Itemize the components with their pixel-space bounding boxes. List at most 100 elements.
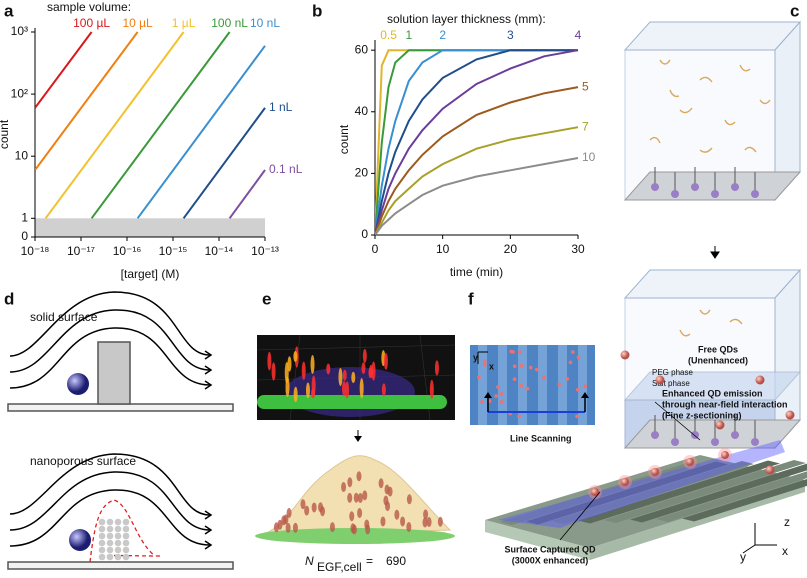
dot [542,375,546,380]
ridge [682,479,807,522]
dot [494,394,498,398]
callout: (Unenhanced) [688,355,748,365]
cell-count: 690 [386,554,406,568]
receptor [329,522,335,533]
series-label: 5 [582,79,589,93]
spot [368,367,373,379]
spot [293,351,298,362]
spot [271,362,276,381]
free-qd [620,350,630,360]
x-axis-label: [target] (M) [121,267,180,281]
stripe [498,345,507,425]
pore [98,518,106,526]
spot [310,355,315,374]
series-label: 2 [439,28,446,42]
x-tick-label: 30 [571,242,585,256]
dot [512,377,517,381]
pore [106,518,114,526]
pore [106,539,114,547]
porous-pillar [98,518,130,561]
series-line [375,126,579,235]
series-line [182,107,266,219]
spot [338,367,343,387]
y-tick-label: 0 [21,229,28,243]
dot [483,362,487,367]
spot [371,361,376,381]
pore [106,532,114,540]
receptor [378,478,384,489]
pore [114,553,122,561]
dot [480,400,484,404]
x-tick-label: 0 [372,242,379,256]
ridge [578,460,780,524]
spot [342,369,347,381]
series-line [375,86,579,235]
phase-label: PEG phase [652,368,693,377]
receptor [304,505,310,516]
dot [512,364,517,369]
captured-qd [686,458,694,466]
series-line [375,49,578,235]
spot [341,380,346,397]
dot [575,414,579,419]
receptor [281,515,287,526]
stripe [538,345,547,425]
series-line [90,31,231,219]
y-tick-label: 20 [355,166,369,180]
dot [499,392,504,396]
spot [381,383,386,397]
y-tick-label: 1 [21,210,28,224]
callout: through near-field interaction [662,399,788,409]
receptor [286,507,292,518]
panel-label: e [262,289,271,308]
receptor [349,511,355,522]
captured-qd [721,451,729,459]
qd-illustration [470,345,807,560]
pore [122,518,130,526]
receptor [362,490,368,501]
pore [114,525,122,533]
receptor [341,482,347,493]
stripe [578,345,587,425]
pore [114,518,122,526]
callout-line [559,401,701,541]
panel-label: b [312,1,322,20]
series-line [136,45,266,219]
receptor [285,522,291,533]
spot [434,360,439,376]
spot [359,378,364,399]
pore [122,553,130,561]
free-qd [765,465,775,475]
zero-band [35,218,265,237]
receptor [426,517,432,528]
free-qd [755,375,765,385]
captured-qd [621,478,629,486]
dot [576,387,580,392]
x-tick-label: 10⁻¹³ [251,244,279,258]
symbol: N [305,554,314,568]
dot [499,399,504,404]
receptor [347,492,353,503]
x-tick-label: 10⁻¹⁶ [113,244,142,258]
series-label: 10 nL [250,16,280,30]
receptor [437,516,443,527]
callout: (3000X enhanced) [512,555,589,565]
receptor [357,508,363,519]
pore [98,525,106,533]
symbol-subscript: EGF,cell [317,560,362,574]
pore [122,546,130,554]
y-tick-label: 10 [15,148,29,162]
panel-label: f [468,289,474,308]
legend-title: solution layer thickness (mm): [387,12,546,26]
pore [98,539,106,547]
x-tick-label: 20 [504,242,518,256]
dot [482,359,487,364]
series-label: 10 [582,150,596,164]
spot [351,371,356,384]
spot [429,379,434,399]
dot [557,382,562,387]
receptor [400,516,406,527]
spot [345,381,350,399]
dot [496,385,500,389]
captured-qd [651,468,659,476]
